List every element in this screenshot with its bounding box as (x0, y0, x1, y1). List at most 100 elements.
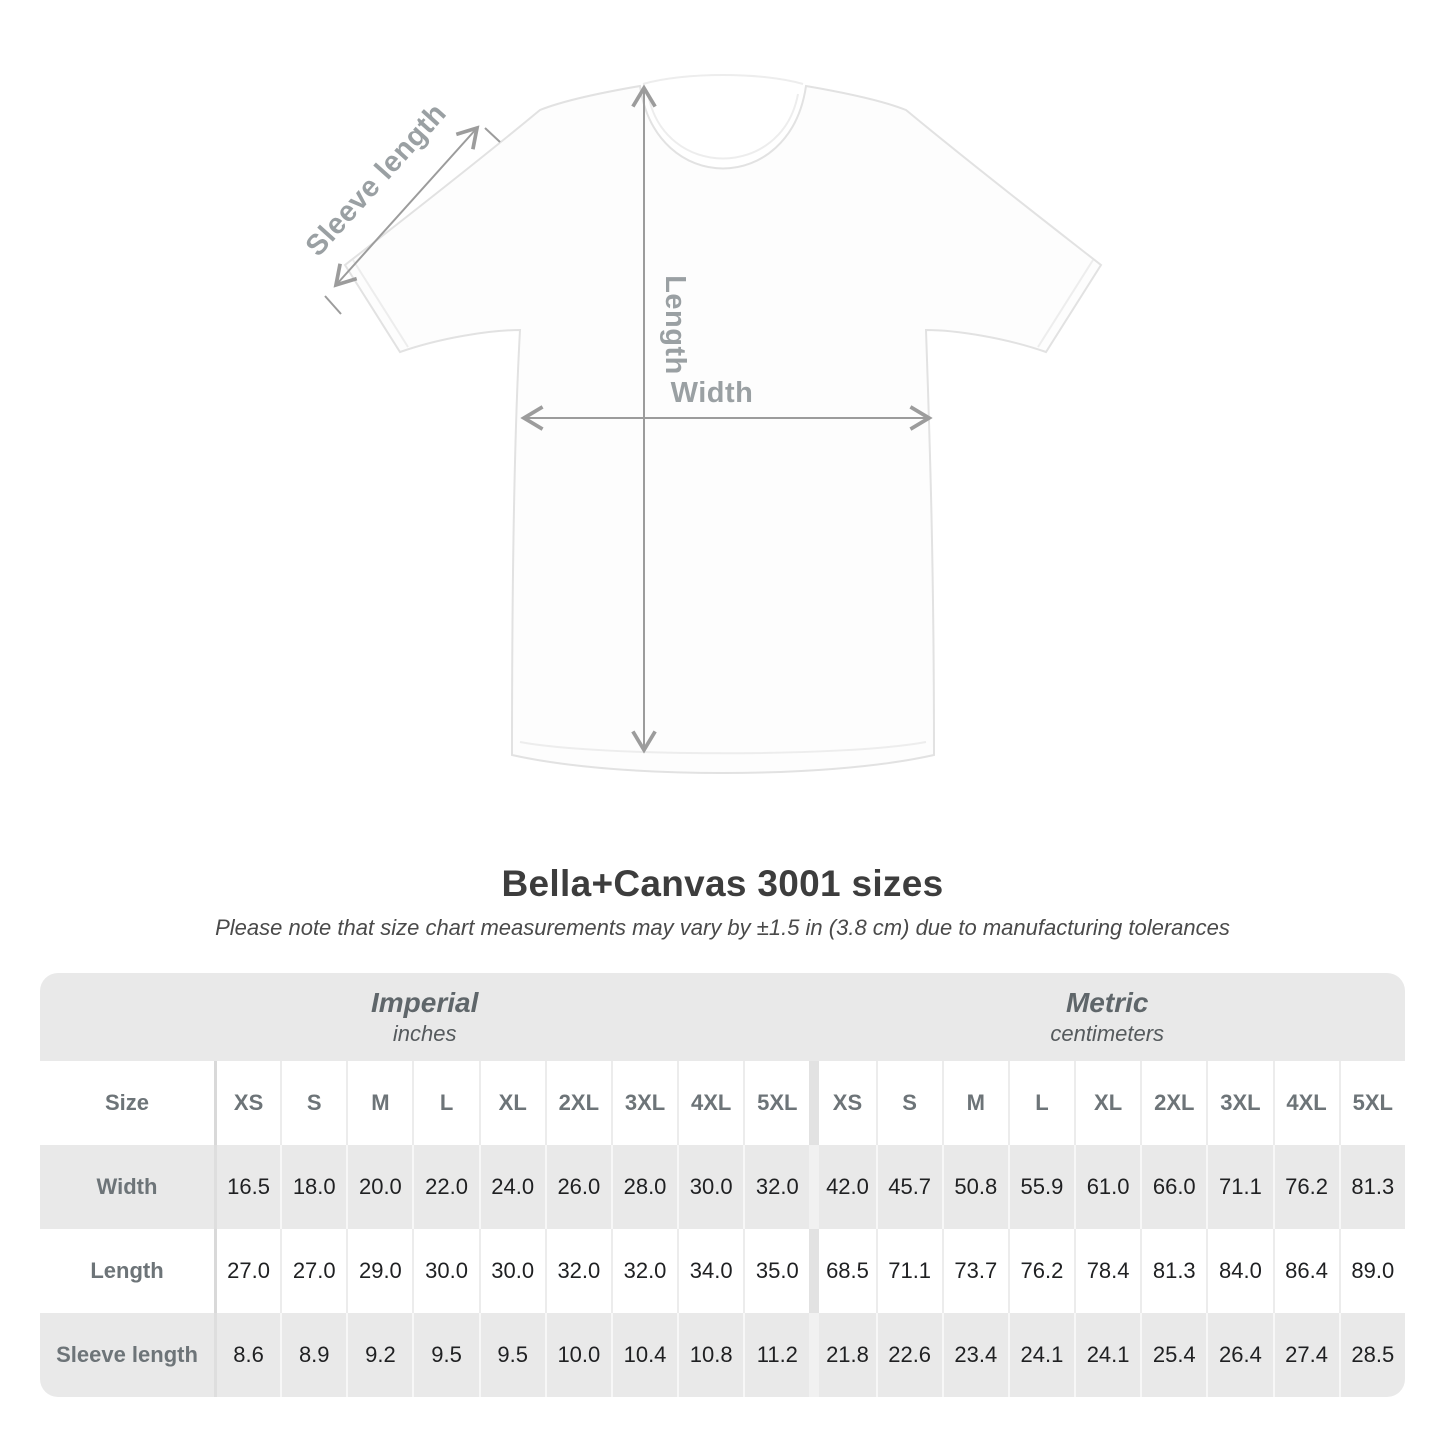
value-cell: 23.4 (941, 1313, 1008, 1397)
value-cell: 10.4 (610, 1313, 677, 1397)
tshirt-body (343, 84, 1103, 775)
right-sleeve-seam (1037, 259, 1094, 348)
metric-label: Metric (1065, 987, 1149, 1019)
table-row-sleeve-length: Sleeve length 8.6 8.9 9.2 9.5 9.5 10.0 1… (40, 1313, 1405, 1397)
size-cell: M (346, 1061, 412, 1145)
value-cell: 24.1 (1074, 1313, 1140, 1397)
size-cell: 4XL (1272, 1061, 1339, 1145)
imperial-label: Imperial (371, 987, 479, 1019)
value-cell: 35.0 (743, 1229, 809, 1313)
value-cell: 61.0 (1074, 1145, 1140, 1229)
imperial-unit: inches (392, 1021, 457, 1047)
value-cell: 21.8 (809, 1313, 875, 1397)
value-cell: 9.5 (478, 1313, 545, 1397)
value-cell: 11.2 (743, 1313, 809, 1397)
imperial-header: Imperial inches (40, 973, 810, 1061)
value-cell: 81.3 (1338, 1145, 1405, 1229)
size-cell: M (941, 1061, 1008, 1145)
value-cell: 8.6 (214, 1313, 280, 1397)
value-cell: 30.0 (478, 1229, 545, 1313)
value-cell: 71.1 (1206, 1145, 1272, 1229)
value-cell: 45.7 (875, 1145, 942, 1229)
size-cell: 3XL (610, 1061, 677, 1145)
value-cell: 32.0 (544, 1229, 611, 1313)
value-cell: 20.0 (346, 1145, 412, 1229)
value-cell: 9.2 (346, 1313, 412, 1397)
value-cell: 68.5 (809, 1229, 875, 1313)
size-cell: L (412, 1061, 478, 1145)
value-cell: 84.0 (1206, 1229, 1272, 1313)
size-chart-table: Imperial inches Metric centimeters Size … (40, 973, 1405, 1397)
value-cell: 78.4 (1074, 1229, 1140, 1313)
sleeve-arrow-bottom-tick (324, 295, 342, 315)
value-cell: 30.0 (677, 1145, 743, 1229)
value-cell: 81.3 (1140, 1229, 1206, 1313)
value-cell: 26.4 (1206, 1313, 1272, 1397)
size-cell: S (875, 1061, 942, 1145)
metric-header: Metric centimeters (809, 973, 1405, 1061)
table-row-width: Width 16.5 18.0 20.0 22.0 24.0 26.0 28.0… (40, 1145, 1405, 1229)
value-cell: 24.1 (1007, 1313, 1074, 1397)
value-cell: 9.5 (412, 1313, 478, 1397)
tshirt-measurement-diagram: Length Width Sleeve length (300, 74, 1103, 775)
row-label: Sleeve length (56, 1342, 198, 1367)
value-cell: 16.5 (214, 1145, 280, 1229)
value-cell: 30.0 (412, 1229, 478, 1313)
value-cell: 89.0 (1338, 1229, 1405, 1313)
value-cell: 28.5 (1338, 1313, 1405, 1397)
size-cell: S (280, 1061, 346, 1145)
value-cell: 71.1 (875, 1229, 942, 1313)
value-cell: 50.8 (941, 1145, 1008, 1229)
size-cell: L (1007, 1061, 1074, 1145)
value-cell: 22.0 (412, 1145, 478, 1229)
value-cell: 22.6 (875, 1313, 942, 1397)
value-cell: 32.0 (610, 1229, 677, 1313)
size-cell: XL (1074, 1061, 1140, 1145)
value-cell: 42.0 (809, 1145, 875, 1229)
value-cell: 76.2 (1007, 1229, 1074, 1313)
hem-stitch (519, 741, 927, 755)
row-label: Length (90, 1258, 164, 1283)
value-cell: 8.9 (280, 1313, 346, 1397)
units-header-row: Imperial inches Metric centimeters (40, 973, 1405, 1061)
size-cell: 2XL (544, 1061, 611, 1145)
value-cell: 26.0 (544, 1145, 611, 1229)
value-cell: 18.0 (280, 1145, 346, 1229)
metric-unit: centimeters (1050, 1021, 1165, 1047)
size-cell: 2XL (1140, 1061, 1206, 1145)
page-title: Bella+Canvas 3001 sizes (501, 863, 944, 904)
length-label: Length (659, 275, 691, 375)
table-row-length: Length 27.0 27.0 29.0 30.0 30.0 32.0 32.… (40, 1229, 1405, 1313)
value-cell: 34.0 (677, 1229, 743, 1313)
value-cell: 27.4 (1272, 1313, 1339, 1397)
value-cell: 73.7 (941, 1229, 1008, 1313)
value-cell: 55.9 (1007, 1145, 1074, 1229)
value-cell: 24.0 (478, 1145, 545, 1229)
sleeve-arrow-top-tick (484, 127, 501, 143)
tshirt-graphic (343, 74, 1103, 775)
value-cell: 27.0 (214, 1229, 280, 1313)
back-collar (642, 74, 804, 85)
size-column-header: Size (104, 1090, 150, 1115)
size-cell: XS (214, 1061, 280, 1145)
value-cell: 66.0 (1140, 1145, 1206, 1229)
size-cell: XS (809, 1061, 875, 1145)
width-label: Width (671, 377, 754, 409)
tolerance-note: Please note that size chart measurements… (215, 915, 1230, 940)
size-cell: 5XL (1338, 1061, 1405, 1145)
value-cell: 76.2 (1272, 1145, 1339, 1229)
value-cell: 10.0 (544, 1313, 611, 1397)
size-cell: 3XL (1206, 1061, 1272, 1145)
value-cell: 28.0 (610, 1145, 677, 1229)
value-cell: 86.4 (1272, 1229, 1339, 1313)
value-cell: 27.0 (280, 1229, 346, 1313)
value-cell: 10.8 (677, 1313, 743, 1397)
sizes-header-row: Size XS S M L XL 2XL 3XL 4XL 5XL XS S M … (40, 1061, 1405, 1145)
size-cell: 4XL (677, 1061, 743, 1145)
size-cell: 5XL (743, 1061, 809, 1145)
value-cell: 25.4 (1140, 1313, 1206, 1397)
size-cell: XL (478, 1061, 545, 1145)
sleeve-length-arrow (324, 125, 501, 315)
value-cell: 29.0 (346, 1229, 412, 1313)
row-label: Width (96, 1174, 158, 1199)
